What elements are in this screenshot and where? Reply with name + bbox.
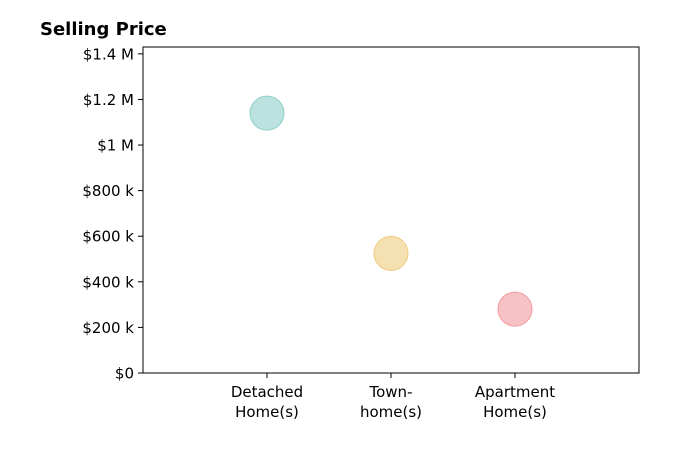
x-tick-label: Town-home(s) (360, 383, 422, 421)
data-point (249, 95, 285, 131)
chart-title: Selling Price (40, 19, 167, 40)
y-tick-label: $0 (115, 365, 134, 383)
data-points (249, 95, 533, 327)
x-axis: Detached Home(s) Town-home(s) Apartment Home… (231, 373, 555, 421)
y-tick-label: $1 M (97, 137, 134, 155)
y-axis: $0 $200 k $400 k $600 k $800 k $1 M $1.2 M $1.4… (82, 45, 143, 383)
y-tick-label: $400 k (82, 273, 134, 291)
plot-frame (142, 46, 640, 374)
data-point (373, 235, 409, 271)
x-tick-label: Apartment Home(s) (475, 383, 555, 421)
x-tick-label: Detached Home(s) (231, 383, 303, 421)
y-tick-label: $600 k (82, 228, 134, 246)
y-tick-label: $1.2 M (83, 91, 134, 109)
y-tick-label: $1.4 M (83, 45, 134, 63)
y-tick-label: $800 k (82, 182, 134, 200)
data-point (497, 291, 533, 327)
y-tick-label: $200 k (82, 319, 134, 337)
